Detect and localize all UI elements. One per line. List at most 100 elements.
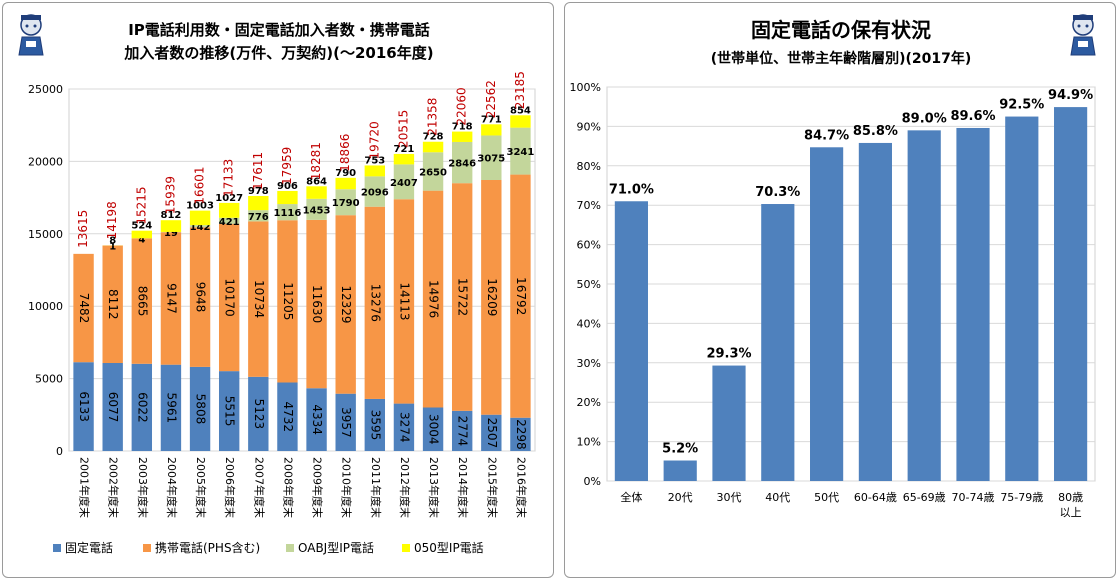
total-value-label: 20515 xyxy=(396,110,410,148)
bar-segment xyxy=(364,165,386,177)
value-label: 89.6% xyxy=(950,109,995,124)
bar xyxy=(858,142,892,481)
segment-value-label: 5961 xyxy=(164,393,178,424)
bar-segment xyxy=(218,217,240,224)
y-tick-label: 10000 xyxy=(28,300,63,313)
bar xyxy=(614,201,648,481)
segment-value-label: 721 xyxy=(394,144,415,155)
y-tick-label: 30% xyxy=(577,357,601,370)
y-tick-label: 25000 xyxy=(28,83,63,96)
segment-value-label: 728 xyxy=(423,132,444,143)
segment-value-label: 16209 xyxy=(485,278,499,316)
segment-value-label: 3075 xyxy=(477,154,505,165)
bar-segment xyxy=(335,189,356,216)
bar-segment xyxy=(218,223,240,372)
segment-value-label: 11205 xyxy=(281,282,295,320)
x-tick-label: 2006年度末 xyxy=(223,457,237,518)
bar-segment xyxy=(393,199,415,404)
bar-segment xyxy=(189,225,211,228)
segment-value-label: 4732 xyxy=(281,401,295,432)
bar-segment xyxy=(481,414,502,451)
segment-value-label: 2096 xyxy=(361,188,389,199)
x-tick-label: 2010年度末 xyxy=(340,457,354,518)
x-tick-label: 2009年度末 xyxy=(311,457,325,518)
y-tick-label: 0% xyxy=(584,475,601,488)
segment-value-label: 1027 xyxy=(215,193,243,204)
bar-segment xyxy=(102,363,123,451)
bar-segment xyxy=(510,417,531,451)
segment-value-label: 15722 xyxy=(456,278,470,316)
bar-segment xyxy=(393,153,415,165)
bar-segment xyxy=(510,115,531,128)
x-tick-label: 2003年度末 xyxy=(136,457,150,518)
total-value-label: 22060 xyxy=(455,87,469,125)
segment-value-label: 2846 xyxy=(448,159,476,170)
y-tick-label: 20% xyxy=(577,396,601,409)
total-value-label: 22562 xyxy=(484,80,498,118)
value-label: 94.9% xyxy=(1048,88,1093,103)
y-tick-label: 90% xyxy=(577,120,601,133)
value-label: 85.8% xyxy=(853,124,898,139)
segment-value-label: 9648 xyxy=(194,282,208,313)
segment-value-label: 7482 xyxy=(77,293,91,324)
value-label: 70.3% xyxy=(755,185,800,200)
segment-value-label: 718 xyxy=(452,122,473,133)
bar-chart: 固定電話の保有状況 (世帯単位、世帯主年齢階層別)(2017年) 0% 10% 20… xyxy=(570,14,1096,519)
x-tick-label: 2016年度末 xyxy=(514,457,528,518)
x-tick-label: 65-69歳 xyxy=(903,491,946,504)
bar-segment xyxy=(306,219,327,389)
bar-segment xyxy=(277,190,298,205)
value-label: 29.3% xyxy=(706,347,751,362)
bar-segment xyxy=(73,362,94,451)
segment-value-label: 790 xyxy=(335,168,356,179)
x-tick-label: 2011年度末 xyxy=(369,457,383,518)
segment-value-label: 4334 xyxy=(310,404,324,435)
bar-segment xyxy=(306,388,327,451)
total-value-label: 14198 xyxy=(105,201,119,239)
bar xyxy=(907,130,941,481)
bar-segment xyxy=(218,371,240,451)
y-tick-label: 40% xyxy=(577,317,601,330)
bar-segment xyxy=(306,198,327,220)
bar-segment xyxy=(335,215,356,394)
legend: 固定電話 携帯電話(PHS含む) OABJ型IP電話 050型IP電話 xyxy=(53,540,484,555)
bar-segment xyxy=(102,245,123,364)
x-tick-label: 2013年度末 xyxy=(427,457,441,518)
bar-segment xyxy=(481,124,502,136)
x-tick-label: 2008年度末 xyxy=(281,457,295,518)
total-value-label: 13615 xyxy=(76,210,90,248)
y-tick-label: 10% xyxy=(577,436,601,449)
bar-segment xyxy=(277,220,298,383)
bar-segment xyxy=(277,204,298,221)
bar-segment xyxy=(451,410,473,451)
segment-value-label: 16792 xyxy=(514,277,528,315)
x-tick-label: 2012年度末 xyxy=(398,457,412,518)
mascot-icon xyxy=(18,14,44,56)
bar-segment xyxy=(160,364,182,451)
bar-segment xyxy=(364,176,386,207)
segment-value-label: 11630 xyxy=(310,285,324,323)
segment-value-label: 6077 xyxy=(106,392,120,423)
bar xyxy=(810,147,844,482)
segment-value-label: 771 xyxy=(481,114,502,125)
total-value-label: 18866 xyxy=(338,134,352,172)
mascot-icon xyxy=(1070,14,1096,56)
bar-segment xyxy=(160,220,182,232)
total-value-label: 19720 xyxy=(367,121,381,159)
segment-value-label: 776 xyxy=(248,212,269,223)
chart-title-line-1: IP電話利用数・固定電話加入者数・携帯電話 xyxy=(128,21,430,39)
bar-segment xyxy=(510,174,531,418)
value-label: 89.0% xyxy=(902,111,947,126)
bar-segment xyxy=(422,152,444,191)
legend-label: 050型IP電話 xyxy=(414,540,484,555)
bar-segment xyxy=(248,376,269,451)
bar-segment xyxy=(422,190,444,408)
total-value-label: 17133 xyxy=(222,159,236,197)
stacked-bar-chart: IP電話利用数・固定電話加入者数・携帯電話 加入者数の推移(万件、万契約)(～2… xyxy=(18,14,536,555)
bar-segment xyxy=(73,253,94,363)
segment-value-label: 2774 xyxy=(456,416,470,447)
segment-value-label: 2298 xyxy=(514,419,528,450)
legend-swatch xyxy=(402,544,410,552)
legend-swatch xyxy=(286,544,294,552)
bar-segment xyxy=(189,366,211,451)
